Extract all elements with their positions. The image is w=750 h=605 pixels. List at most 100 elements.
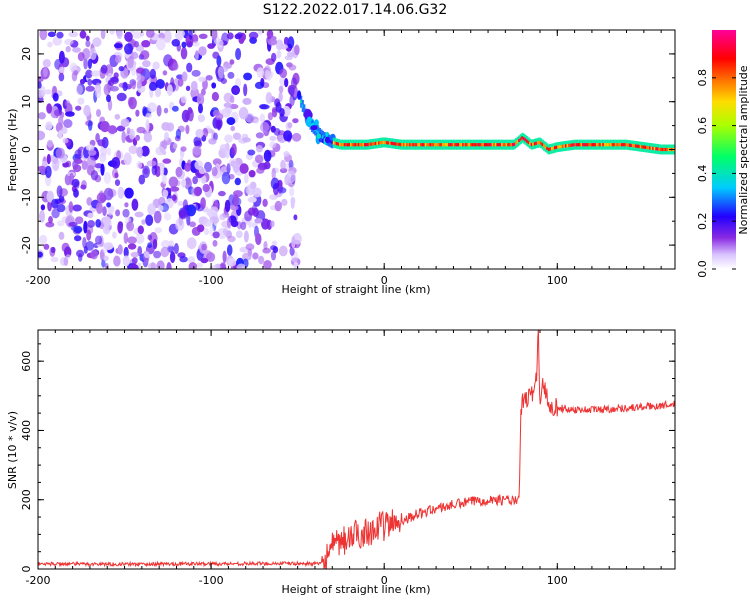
heatmap-track-core (647, 146, 650, 150)
heatmap-noise-cell (286, 51, 295, 57)
heatmap-track-core (663, 147, 666, 152)
heatmap-noise-cell (168, 176, 179, 188)
heatmap-noise-cell (283, 130, 293, 142)
heatmap-track-core (518, 138, 521, 142)
heatmap-track-core (427, 143, 431, 147)
heatmap-noise-cell (223, 228, 229, 236)
heatmap-noise-cell (74, 158, 83, 164)
heatmap-x-tick-label: 100 (547, 274, 568, 287)
heatmap-noise-cell (289, 246, 295, 256)
heatmap-noise-cell (47, 200, 52, 212)
heatmap-noise-cell (218, 190, 226, 197)
heatmap-noise-cell (136, 80, 142, 89)
heatmap-noise-cell (207, 43, 216, 49)
heatmap-noise-cell (194, 160, 203, 170)
heatmap-noise-cell (117, 221, 123, 234)
heatmap-track-core (373, 142, 376, 146)
heatmap-noise-cell (68, 221, 78, 227)
heatmap-track-core (485, 143, 488, 147)
heatmap-noise-cell (135, 233, 145, 244)
heatmap-noise-cell (270, 177, 280, 190)
heatmap-noise-cell (58, 115, 64, 126)
heatmap-noise-cell (159, 164, 165, 177)
heatmap-noise-cell (65, 254, 71, 260)
heatmap-noise-cell (255, 233, 262, 245)
heatmap-noise-cell (61, 126, 68, 134)
heatmap-noise-cell (75, 216, 84, 224)
heatmap-noise-cell (145, 30, 155, 38)
heatmap-track-core (469, 143, 473, 147)
heatmap-noise-cell (194, 50, 199, 61)
heatmap-noise-cell (209, 216, 220, 224)
heatmap-noise-cell (160, 246, 170, 258)
heatmap-noise-cell (111, 157, 121, 169)
heatmap-noise-cell (136, 126, 146, 134)
heatmap-noise-cell (210, 206, 219, 216)
heatmap-track-core (512, 143, 515, 147)
heatmap-track-core (650, 146, 653, 150)
heatmap-track-core (593, 143, 596, 147)
heatmap-track-core (420, 143, 423, 147)
heatmap-noise-cell (163, 212, 172, 221)
heatmap-noise-cell (56, 31, 64, 39)
heatmap-noise-cell (116, 125, 126, 132)
heatmap-track-core (541, 142, 544, 147)
heatmap-noise-cell (127, 243, 137, 250)
heatmap-noise-cell (189, 221, 196, 228)
heatmap-track-blob (310, 125, 318, 131)
heatmap-track-core (331, 140, 334, 144)
heatmap-track-core (356, 143, 359, 147)
heatmap-track-core (582, 143, 585, 147)
heatmap-noise-cell (86, 197, 93, 206)
heatmap-noise-cell (51, 198, 59, 209)
page-title: S122.2022.017.14.06.G32 (263, 2, 448, 18)
heatmap-noise-cell (267, 38, 278, 46)
heatmap-noise-cell (77, 97, 85, 105)
heatmap-noise-cell (122, 255, 130, 267)
heatmap-noise-cell (202, 183, 210, 193)
heatmap-track-core (370, 142, 373, 146)
heatmap-noise-cell (45, 165, 52, 179)
heatmap-track-core (594, 143, 597, 147)
heatmap-track-core (636, 144, 639, 148)
heatmap-track-core (515, 141, 518, 145)
heatmap-noise-cell (200, 257, 209, 264)
heatmap-noise-cell (248, 31, 259, 39)
heatmap-noise-cell (224, 106, 233, 114)
snr-y-axis-label: SNR (10 * v/v) (6, 411, 19, 489)
heatmap-noise-cell (212, 231, 220, 239)
heatmap-track-core (438, 143, 441, 147)
heatmap-track-core (510, 143, 513, 147)
heatmap-noise-cell (181, 109, 190, 123)
heatmap-noise-cell (85, 144, 95, 151)
heatmap-track-core (619, 143, 622, 147)
heatmap-track-core (441, 143, 445, 147)
heatmap-track-core (381, 141, 384, 145)
heatmap-noise-cell (106, 94, 111, 103)
heatmap-noise-cell (236, 263, 246, 269)
heatmap-noise-cell (255, 132, 264, 139)
heatmap-noise-cell (154, 87, 162, 98)
heatmap-noise-cell (135, 134, 141, 141)
heatmap-noise-cell (83, 57, 88, 70)
heatmap-noise-cell (100, 64, 108, 74)
heatmap-noise-cell (104, 262, 109, 269)
heatmap-noise-cell (122, 81, 128, 92)
heatmap-track-core (390, 141, 393, 145)
colorbar-tick-label: 0.6 (696, 117, 709, 135)
heatmap-track-core (359, 143, 362, 147)
heatmap-track-core (340, 143, 343, 147)
heatmap-noise-cell (91, 70, 101, 77)
heatmap-track-core (616, 143, 619, 147)
heatmap-noise-cell (113, 43, 123, 49)
heatmap-noise-cell (83, 220, 88, 234)
heatmap-noise-cell (154, 227, 163, 234)
heatmap-track-core (628, 143, 631, 147)
heatmap-noise-cell (181, 178, 187, 188)
heatmap-noise-cell (227, 235, 236, 243)
heatmap-noise-cell (252, 252, 259, 260)
heatmap-track-core (540, 141, 543, 145)
heatmap-noise-cell (39, 210, 45, 223)
heatmap-noise-cell (172, 105, 179, 112)
